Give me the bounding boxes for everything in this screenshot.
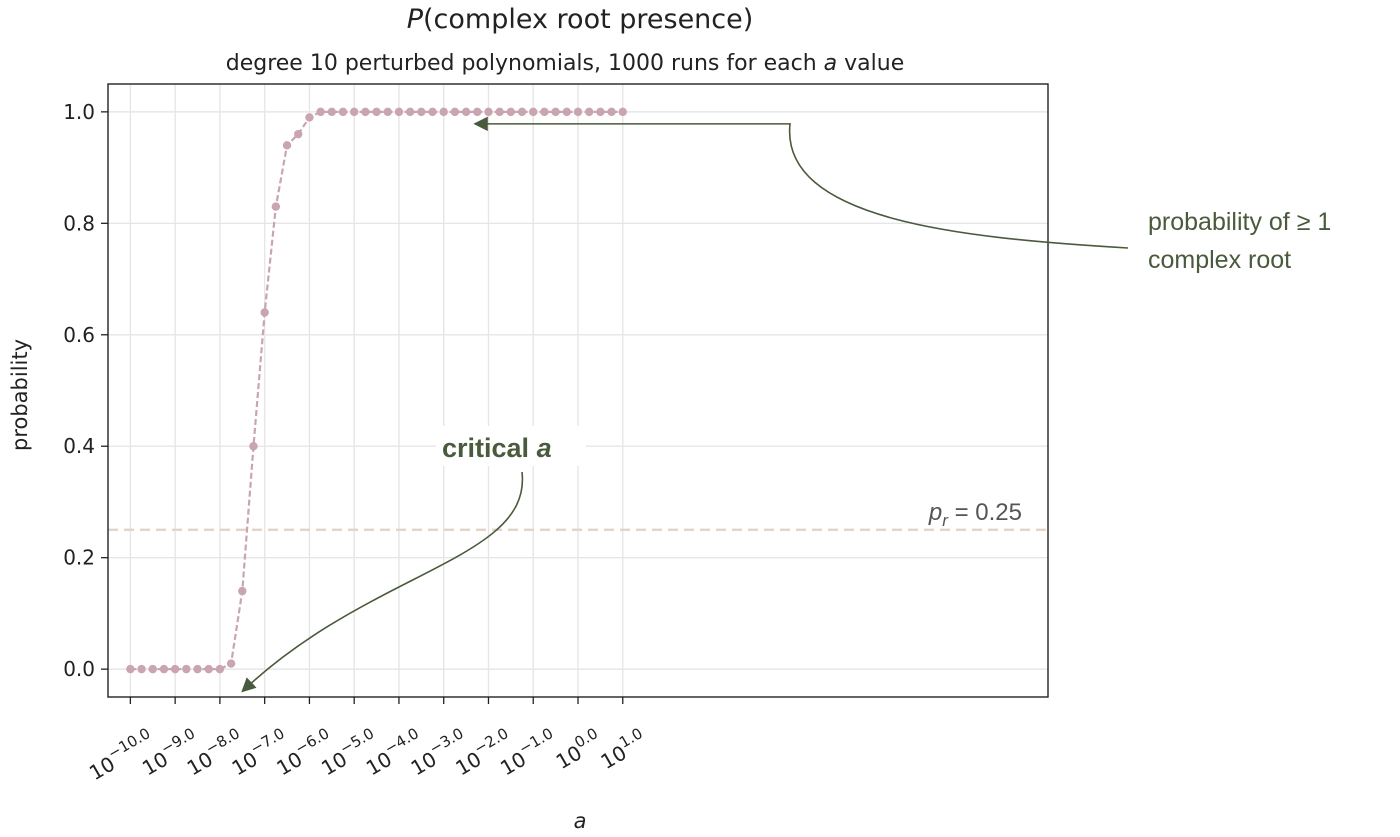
- y-tick-label: 0.4: [63, 434, 95, 458]
- annotation-probability-line1: probability of ≥ 1: [1148, 208, 1331, 236]
- data-point: [226, 659, 236, 668]
- data-point: [361, 107, 370, 117]
- data-point: [450, 107, 460, 117]
- annotation-probability: probability of ≥ 1 complex root: [1148, 208, 1338, 274]
- annotation-critical-bg: [436, 426, 586, 466]
- x-tick-label-exponent: −2.0: [471, 724, 512, 758]
- annotation-probability-arrow: [473, 116, 1129, 249]
- chart-subtitle: degree 10 perturbed polynomials, 1000 ru…: [226, 51, 904, 76]
- data-point: [417, 107, 426, 117]
- data-point: [316, 107, 325, 117]
- data-point: [327, 107, 337, 117]
- x-tick-label: 100.0: [549, 724, 606, 774]
- chart-title: P(complex root presence): [407, 4, 754, 35]
- y-tick-label: 0.0: [63, 657, 95, 681]
- annotation-probability-line2: complex root: [1148, 246, 1291, 274]
- data-point: [271, 202, 281, 211]
- data-point: [159, 664, 169, 674]
- data-point: [260, 308, 269, 317]
- x-tick-label-exponent: −3.0: [426, 724, 467, 758]
- reference-line-label-var: p: [928, 499, 942, 526]
- reference-line-label-sub: r: [942, 511, 949, 530]
- reference-line-group: pr = 0.25: [108, 499, 1048, 532]
- annotation-critical-arrow: [241, 471, 524, 693]
- x-tick-label-exponent: −7.0: [247, 724, 288, 758]
- data-point: [394, 107, 404, 117]
- data-point: [428, 107, 437, 117]
- y-ticks: 0.0 0.2 0.4 0.6 0.8 1.0: [63, 100, 108, 681]
- data-point: [573, 107, 583, 117]
- data-point: [238, 586, 247, 596]
- x-tick-label-exponent: −5.0: [337, 724, 378, 758]
- data-point: [584, 107, 594, 117]
- data-point: [137, 664, 146, 674]
- data-point: [495, 107, 504, 117]
- y-tick-label: 0.6: [63, 323, 95, 347]
- data-point: [193, 664, 202, 674]
- y-tick-label: 0.8: [63, 211, 95, 235]
- reference-line-label: pr = 0.25: [928, 499, 1022, 530]
- x-ticks: 10−10.010−9.010−8.010−7.010−6.010−5.010−…: [85, 697, 651, 785]
- data-point: [562, 107, 572, 117]
- data-point: [338, 107, 348, 117]
- data-point: [473, 107, 482, 117]
- x-tick-label-exponent: −6.0: [292, 724, 333, 758]
- data-point: [517, 107, 527, 117]
- data-point: [405, 107, 415, 117]
- series-line: [130, 110, 623, 671]
- x-tick-label-exponent: −9.0: [158, 724, 199, 758]
- data-point: [126, 664, 135, 674]
- annotation-critical-pre: critical: [442, 433, 537, 463]
- annotation-critical-var: a: [537, 433, 552, 463]
- chart-title-prefix: P: [407, 4, 424, 35]
- y-axis-label: probability: [8, 339, 32, 451]
- reference-line-label-value: = 0.25: [948, 499, 1022, 526]
- data-point: [215, 664, 225, 674]
- data-point: [249, 442, 258, 451]
- data-point: [349, 107, 359, 117]
- grid-lines: [108, 84, 1048, 697]
- x-tick-label: 101.0: [594, 724, 651, 774]
- data-point: [372, 107, 381, 117]
- x-tick-label-exponent: −4.0: [381, 724, 422, 758]
- data-point: [305, 113, 314, 122]
- data-point: [439, 107, 448, 117]
- data-point: [529, 107, 538, 117]
- annotations: probability of ≥ 1 complex root critical…: [241, 116, 1338, 693]
- chart-subtitle-var: a: [824, 51, 837, 76]
- chart-subtitle-pre: degree 10 perturbed polynomials, 1000 ru…: [226, 51, 824, 76]
- data-point: [607, 107, 616, 117]
- data-point: [383, 107, 392, 117]
- data-point: [148, 664, 157, 674]
- chart-title-rest: (complex root presence): [423, 4, 753, 35]
- data-point: [596, 107, 605, 117]
- y-tick-label: 0.2: [63, 546, 95, 570]
- data-point: [506, 107, 516, 117]
- data-point: [170, 664, 180, 674]
- data-point: [618, 107, 627, 117]
- data-point: [204, 664, 213, 674]
- chart-subtitle-post: value: [837, 51, 904, 76]
- x-tick-label-exponent: −8.0: [202, 724, 243, 758]
- y-tick-label: 1.0: [63, 100, 95, 124]
- data-point: [551, 107, 560, 117]
- annotation-critical: critical a: [442, 433, 552, 463]
- data-point: [182, 664, 191, 674]
- data-point: [540, 107, 549, 117]
- x-tick-label-exponent: −1.0: [516, 724, 557, 758]
- data-point: [282, 141, 292, 150]
- data-point: [294, 129, 303, 139]
- x-axis-label: a: [574, 809, 587, 833]
- data-point: [484, 107, 493, 117]
- series-group: [126, 107, 627, 674]
- data-point: [461, 107, 471, 117]
